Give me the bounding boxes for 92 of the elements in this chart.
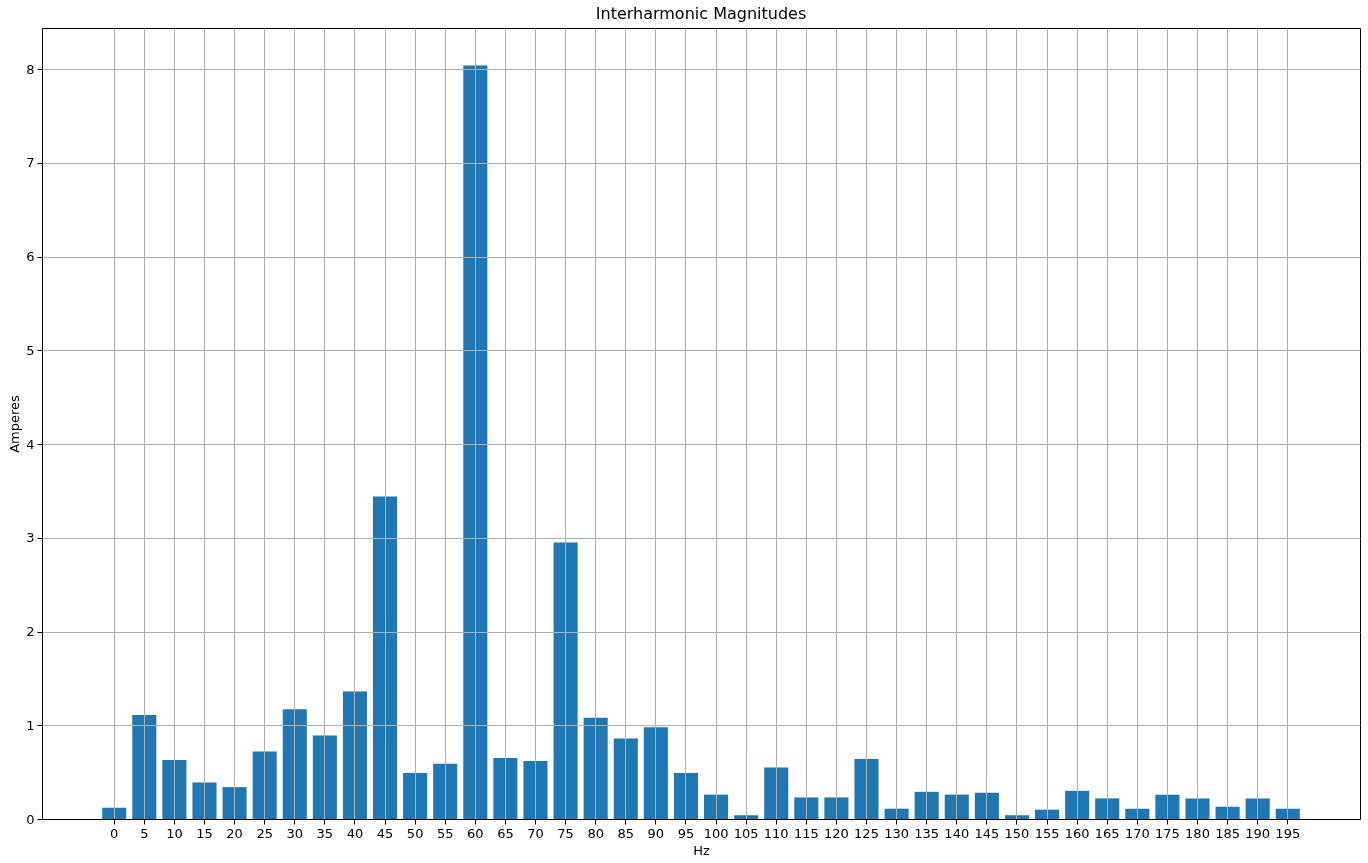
x-tick-label: 55 <box>436 825 454 841</box>
bar <box>493 758 518 819</box>
bar <box>1215 806 1240 819</box>
bar <box>102 807 127 819</box>
bar <box>192 782 217 819</box>
bar <box>613 738 638 819</box>
bar <box>463 65 488 819</box>
x-tick-label: 65 <box>497 825 514 841</box>
bar <box>1155 794 1180 819</box>
x-tick-label: 110 <box>763 825 789 841</box>
x-tick-label: 140 <box>944 825 970 841</box>
bar <box>643 727 668 819</box>
x-tick-label: 30 <box>286 825 304 841</box>
x-tick-label: 120 <box>824 825 849 841</box>
x-tick-label: 130 <box>884 825 910 841</box>
bar <box>252 751 277 819</box>
bar <box>1065 790 1090 819</box>
bar <box>673 773 698 819</box>
bar <box>1125 808 1150 819</box>
bar <box>583 717 608 819</box>
x-tick-label: 75 <box>557 825 574 841</box>
x-tick-label: 105 <box>733 825 759 841</box>
bar <box>403 773 428 819</box>
y-tick-label: 2 <box>26 624 35 640</box>
x-tick-label: 50 <box>406 825 424 841</box>
y-tick-label: 4 <box>26 436 35 452</box>
x-tick-label: 170 <box>1124 825 1150 841</box>
x-tick-label: 35 <box>316 825 334 841</box>
x-tick-label: 20 <box>226 825 243 841</box>
y-tick-label: 7 <box>26 155 35 171</box>
y-tick-label: 1 <box>26 717 35 733</box>
x-tick-label: 45 <box>376 825 394 841</box>
y-tick-label: 0 <box>26 811 35 827</box>
x-tick-label: 125 <box>854 825 879 841</box>
x-axis-title: Hz <box>693 842 710 858</box>
x-tick-label: 60 <box>467 825 484 841</box>
x-tick-label: 175 <box>1155 825 1180 841</box>
y-tick-label: 5 <box>26 342 35 358</box>
bar <box>884 808 909 819</box>
bar <box>1185 798 1210 819</box>
bar <box>824 797 849 819</box>
bar <box>734 815 759 819</box>
x-tick-label: 5 <box>140 825 149 841</box>
x-tick-label: 145 <box>974 825 1000 841</box>
x-tick-label: 195 <box>1275 825 1301 841</box>
bar <box>704 794 729 819</box>
x-tick-label: 15 <box>196 825 213 841</box>
x-tick-label: 180 <box>1185 825 1210 841</box>
chart-title: Interharmonic Magnitudes <box>595 4 807 23</box>
x-tick-label: 25 <box>256 825 273 841</box>
bar <box>553 542 578 819</box>
bar <box>944 794 969 819</box>
bar <box>523 760 548 819</box>
bar <box>162 759 187 819</box>
bar <box>433 763 458 819</box>
y-tick-label: 3 <box>26 530 35 546</box>
x-tick-label: 80 <box>587 825 604 841</box>
x-tick-label: 115 <box>793 825 819 841</box>
bar <box>764 767 789 819</box>
y-tick-label: 8 <box>26 61 35 77</box>
x-tick-label: 155 <box>1034 825 1060 841</box>
bar <box>282 709 307 819</box>
y-axis-title: Amperes <box>7 394 23 453</box>
x-tick-label: 95 <box>677 825 695 841</box>
x-tick-label: 90 <box>647 825 665 841</box>
x-tick-label: 0 <box>110 825 119 841</box>
x-tick-label: 100 <box>703 825 729 841</box>
bar <box>1004 815 1029 819</box>
x-tick-label: 40 <box>346 825 364 841</box>
bar <box>342 691 367 819</box>
x-tick-label: 160 <box>1064 825 1090 841</box>
bar <box>222 787 247 819</box>
x-tick-label: 165 <box>1094 825 1120 841</box>
x-tick-label: 150 <box>1004 825 1030 841</box>
x-tick-label: 85 <box>617 825 635 841</box>
y-tick-label: 6 <box>26 249 35 265</box>
bar <box>312 735 337 819</box>
bar <box>132 714 157 819</box>
x-tick-label: 70 <box>527 825 544 841</box>
bar <box>974 792 999 819</box>
bar <box>1095 798 1120 819</box>
bar <box>1035 809 1060 819</box>
bar <box>914 791 939 819</box>
x-tick-label: 135 <box>914 825 940 841</box>
bar <box>794 797 819 819</box>
bar <box>1275 808 1300 819</box>
x-tick-label: 10 <box>166 825 183 841</box>
bar <box>854 759 879 819</box>
bar <box>373 496 398 819</box>
x-tick-label: 185 <box>1215 825 1241 841</box>
x-tick-label: 190 <box>1245 825 1271 841</box>
bar <box>1245 798 1270 819</box>
